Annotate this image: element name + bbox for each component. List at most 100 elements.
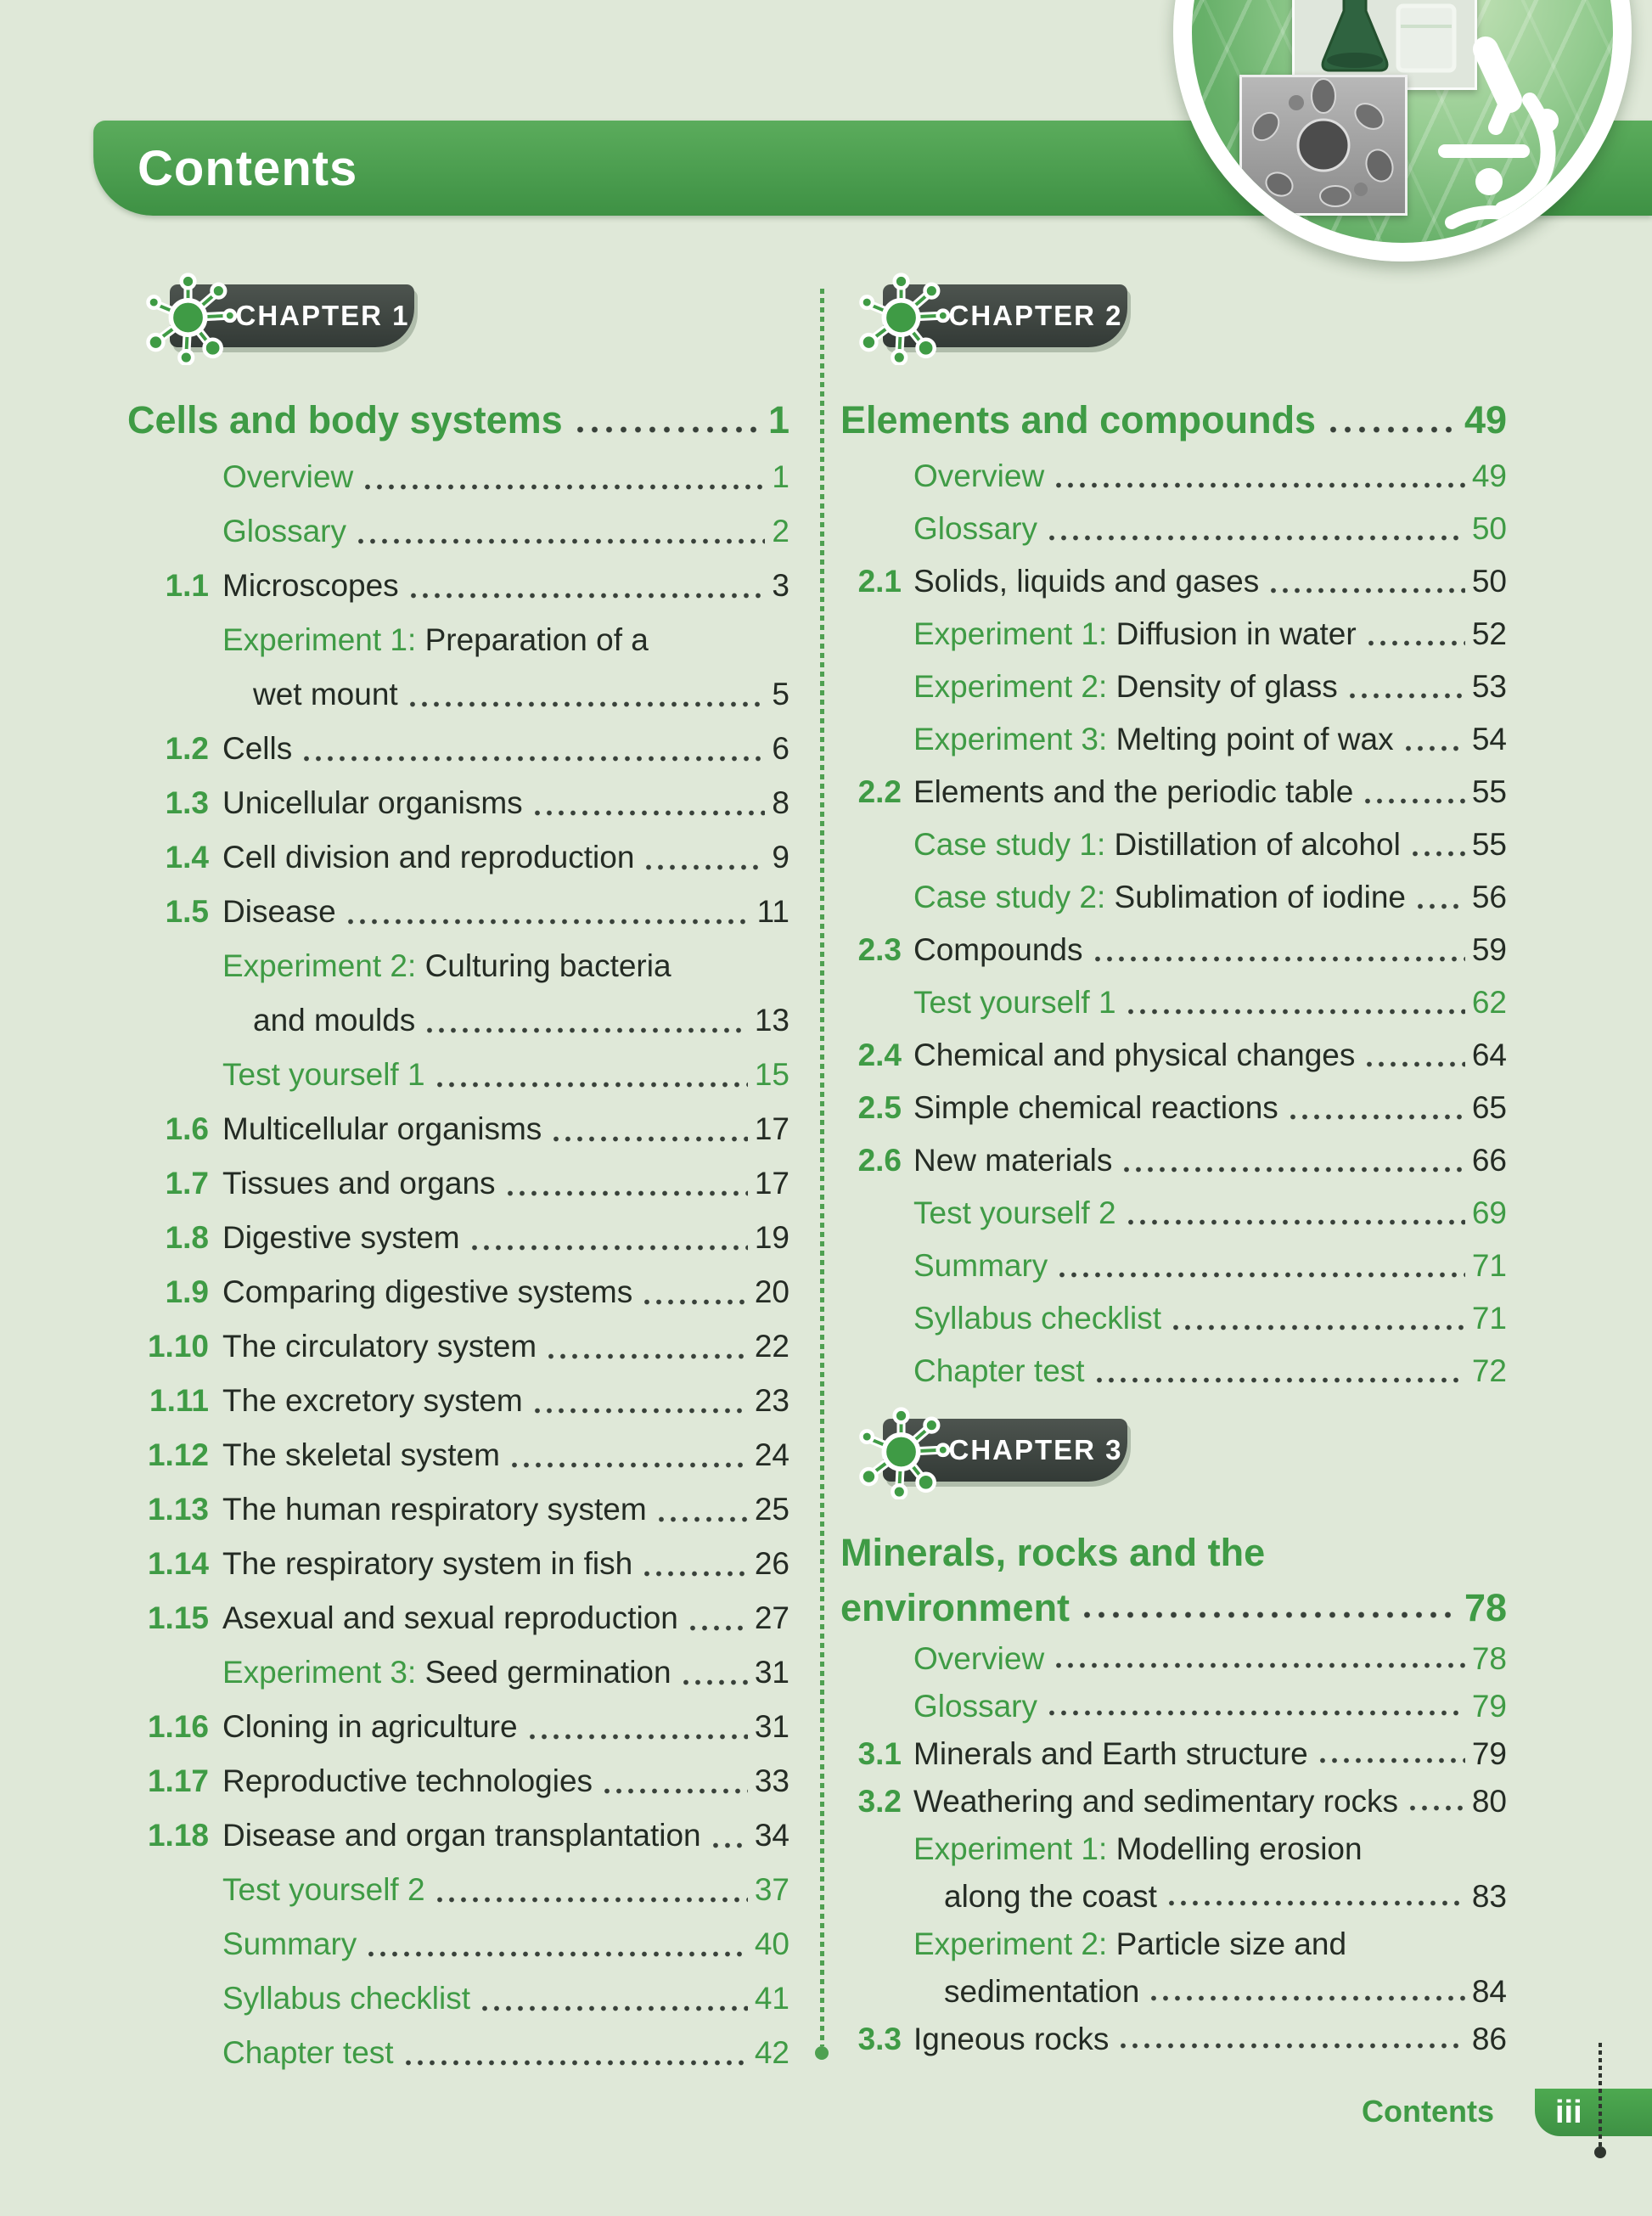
toc-entry: 1.10 The circulatory system 22	[127, 1319, 789, 1374]
page-number: 37	[754, 1872, 789, 1907]
chapter-badge: CHAPTER 3	[859, 1407, 1127, 1499]
toc-entry: Glossary 79	[840, 1683, 1507, 1730]
entry-label: Multicellular organisms	[222, 1111, 542, 1146]
dot-leader	[1170, 1325, 1465, 1330]
entry-label: Test yourself 2	[913, 1195, 1116, 1230]
toc-entry: 1.7 Tissues and organs 17	[127, 1156, 789, 1211]
page-number: 53	[1471, 669, 1507, 704]
entry-label: wet mount	[253, 677, 398, 711]
entry-label: Experiment 1: Modelling erosion	[913, 1825, 1363, 1873]
entry-number: 1.5	[165, 894, 209, 929]
entry-label: The excretory system	[222, 1383, 523, 1418]
entry-label: Disease and organ transplantation	[222, 1818, 701, 1853]
entry-number: 1.7	[165, 1166, 209, 1201]
page-number: 69	[1471, 1195, 1507, 1230]
entry-prefix: Experiment 1:	[913, 1831, 1108, 1866]
entry-number: 1.18	[147, 1818, 209, 1853]
chapter-entries: Overview 49 Glossary 50 2.1 Solids, liquids a…	[840, 450, 1507, 1398]
entry-label: Digestive system	[222, 1220, 460, 1255]
column-divider	[815, 289, 829, 2060]
folio-page-number: iii	[1555, 2094, 1582, 2130]
dot-leader	[433, 1082, 748, 1088]
toc-entry: 1.4 Cell division and reproduction 9	[127, 830, 789, 885]
entry-number: 2.1	[857, 564, 902, 599]
entry-label-text: Sublimation of iodine	[1114, 880, 1407, 914]
dot-leader	[1363, 1061, 1465, 1067]
entry-number: 1.2	[165, 731, 209, 766]
toc-entry: 3.1 Minerals and Earth structure 79	[840, 1730, 1507, 1778]
dot-leader	[1056, 1272, 1465, 1278]
chapter-page-number: 49	[1464, 398, 1507, 442]
entry-label: Asexual and sexual reproduction	[222, 1600, 678, 1635]
toc-entry-continuation: along the coast 83	[840, 1873, 1507, 1921]
entry-number: 2.3	[857, 932, 902, 967]
dot-leader	[1402, 745, 1465, 751]
dot-leader	[344, 919, 750, 925]
page-number: 71	[1471, 1301, 1507, 1336]
toc-entry: 2.6 New materials 66	[840, 1134, 1507, 1187]
entry-label: Reproductive technologies	[222, 1763, 593, 1798]
dot-leader	[655, 1516, 748, 1522]
page-number: 1	[772, 459, 789, 494]
dot-leader	[679, 1679, 748, 1685]
entry-number: 1.10	[147, 1329, 209, 1364]
chapter-badge: CHAPTER 1	[146, 273, 414, 365]
entry-label-text: Preparation of a	[424, 622, 649, 657]
dot-leader	[545, 1353, 748, 1359]
dot-leader	[1267, 588, 1465, 593]
page-number: 41	[754, 1981, 789, 2016]
hero-image	[1173, 0, 1632, 262]
leaf-background	[1192, 0, 1613, 243]
entry-label: Case study 1: Distillation of alcohol	[913, 818, 1401, 871]
entry-label: Chapter test	[913, 1353, 1085, 1388]
page-number: 2	[772, 514, 789, 548]
page-number: 65	[1471, 1090, 1507, 1125]
entry-number: 1.4	[165, 840, 209, 875]
toc-entry: 1.5 Disease 11	[127, 885, 789, 939]
dot-leader	[354, 538, 766, 544]
entry-label: Unicellular organisms	[222, 785, 523, 820]
entry-number: 2.6	[857, 1143, 902, 1178]
chapter-page-number: 78	[1464, 1586, 1507, 1629]
toc-entry: 2.3 Compounds 59	[840, 924, 1507, 976]
page-title: Contents	[138, 140, 358, 196]
page-number: 42	[754, 2035, 789, 2070]
entry-label: The human respiratory system	[222, 1492, 647, 1527]
toc-entry: 1.11 The excretory system 23	[127, 1374, 789, 1428]
toc-entry: Test yourself 2 37	[127, 1863, 789, 1917]
entry-prefix: Experiment 2:	[222, 948, 417, 983]
chapter-badge-plate: CHAPTER 1	[170, 284, 414, 347]
toc-entry: Experiment 1: Modelling erosion	[840, 1825, 1507, 1873]
toc-entry: Glossary 2	[127, 504, 789, 559]
entry-number: 3.2	[857, 1784, 902, 1819]
toc-entry: 2.2 Elements and the periodic table 55	[840, 766, 1507, 818]
entry-prefix: Experiment 3:	[913, 722, 1108, 756]
toc-entry: Overview 1	[127, 450, 789, 504]
page-number: 31	[754, 1655, 789, 1690]
chapter-title: environment 78	[840, 1580, 1507, 1635]
entry-prefix: Case study 2:	[913, 880, 1106, 914]
entry-number: 2.2	[857, 774, 902, 809]
dot-leader	[1124, 1219, 1465, 1225]
page-number: 6	[772, 731, 789, 766]
toc-column-left: CHAPTER 1 Cells and body systems 1 Overview…	[127, 273, 789, 2080]
dot-leader	[709, 1842, 748, 1848]
entry-label: Syllabus checklist	[222, 1981, 471, 2016]
chapter-title: Cells and body systems 1	[127, 391, 789, 450]
dot-leader	[1165, 1900, 1465, 1906]
entry-label: Cells	[222, 731, 293, 766]
entry-number: 1.17	[147, 1763, 209, 1798]
page-number: 50	[1471, 564, 1507, 599]
entry-number: 1.8	[165, 1220, 209, 1255]
entry-label-text: Diffusion in water	[1115, 616, 1357, 651]
entry-number: 1.11	[149, 1383, 209, 1418]
page-number: 55	[1471, 774, 1507, 809]
dot-leader	[1045, 535, 1465, 541]
toc-entry-continuation: wet mount 5	[127, 667, 789, 722]
entry-label-text: Melting point of wax	[1115, 722, 1394, 756]
dot-leader	[1414, 903, 1465, 909]
entry-label-text: Seed germination	[424, 1655, 671, 1690]
entry-label: Glossary	[913, 1689, 1037, 1724]
chapter-entries: Overview 1 Glossary 2 1.1 Microscopes 3 Experim…	[127, 450, 789, 2080]
